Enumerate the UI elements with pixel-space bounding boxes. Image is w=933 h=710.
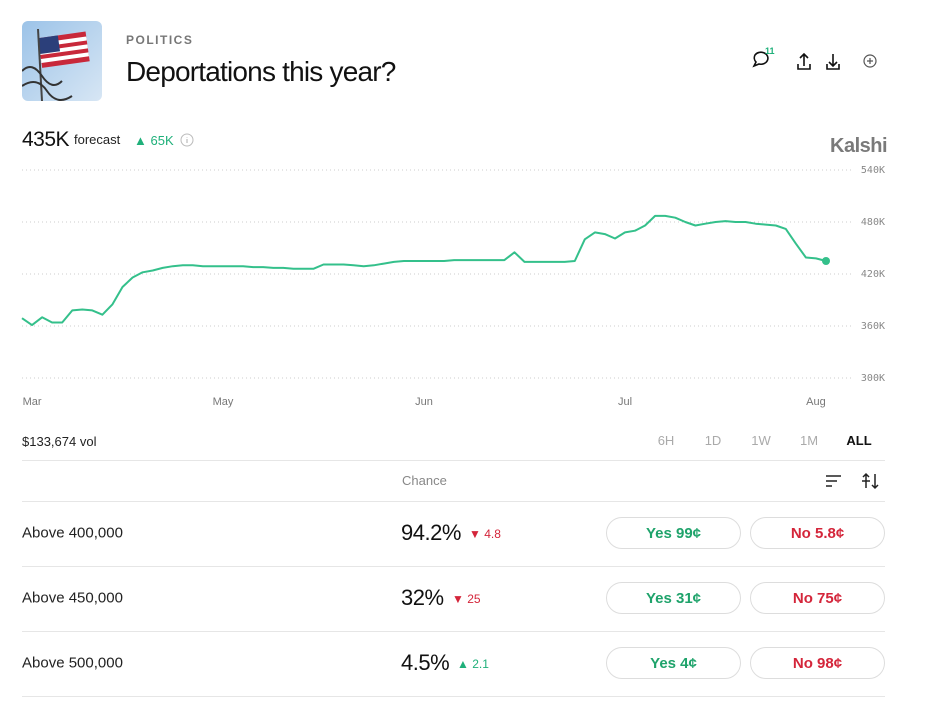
volume: $133,674 vol <box>22 434 97 449</box>
row-label: Above 400,000 <box>22 524 123 542</box>
row-change: ▲ 2.1 <box>457 657 489 671</box>
no-button[interactable]: No 75¢ <box>750 582 885 614</box>
no-button[interactable]: No 98¢ <box>750 647 885 679</box>
range-button[interactable]: 1D <box>704 433 722 448</box>
yes-button[interactable]: Yes 99¢ <box>606 517 741 549</box>
y-tick-label: 480K <box>861 217 885 228</box>
comment-count: 11 <box>765 46 775 56</box>
market-image <box>22 21 102 101</box>
share-button[interactable] <box>797 52 811 70</box>
toolbar <box>752 51 877 70</box>
last-point <box>822 257 830 265</box>
brand: Kalshi <box>830 135 888 157</box>
range-button[interactable]: 6H <box>657 433 675 448</box>
download-button[interactable] <box>826 54 840 70</box>
row-chance: 4.5% <box>401 650 450 675</box>
separator <box>22 501 885 502</box>
range-button[interactable]: 1M <box>799 433 819 448</box>
x-tick-label: May <box>213 396 234 408</box>
y-tick-label: 360K <box>861 321 885 332</box>
x-tick-label: Mar <box>23 396 42 408</box>
y-tick-label: 540K <box>861 165 885 176</box>
line-series <box>21 214 827 327</box>
x-tick-label: Jun <box>415 396 433 408</box>
add-button[interactable] <box>863 54 877 68</box>
row-change: ▼ 4.8 <box>469 527 501 541</box>
row-label: Above 500,000 <box>22 654 123 672</box>
row-chance: 32% <box>401 585 444 610</box>
x-tick-label: Aug <box>806 396 826 408</box>
chart: 300K 360K 420K 480K 540K Mar May Jun Jul Aug <box>21 165 885 408</box>
range-button[interactable]: 1W <box>751 433 771 448</box>
row-label: Above 450,000 <box>22 589 123 607</box>
separator <box>22 696 885 697</box>
forecast-label: forecast <box>74 132 121 147</box>
market-title: Deportations this year? <box>126 56 396 87</box>
separator <box>22 631 885 632</box>
separator <box>22 566 885 567</box>
yes-button[interactable]: Yes 4¢ <box>606 647 741 679</box>
range-button[interactable]: ALL <box>846 433 872 448</box>
forecast-change: ▲ 65K <box>134 133 174 148</box>
sort-controls[interactable] <box>824 470 884 492</box>
forecast-value: 435K <box>22 128 70 151</box>
x-tick-label: Jul <box>618 396 632 408</box>
y-tick-label: 300K <box>861 373 885 384</box>
row-change: ▼ 25 <box>452 592 481 606</box>
category: POLITICS <box>126 33 194 47</box>
info-icon[interactable] <box>180 133 196 149</box>
no-button[interactable]: No 5.8¢ <box>750 517 885 549</box>
table-header: Chance <box>402 473 447 488</box>
separator <box>22 460 885 461</box>
yes-button[interactable]: Yes 31¢ <box>606 582 741 614</box>
row-chance: 94.2% <box>401 520 461 545</box>
comment-button[interactable] <box>752 51 769 68</box>
y-tick-label: 420K <box>861 269 885 280</box>
